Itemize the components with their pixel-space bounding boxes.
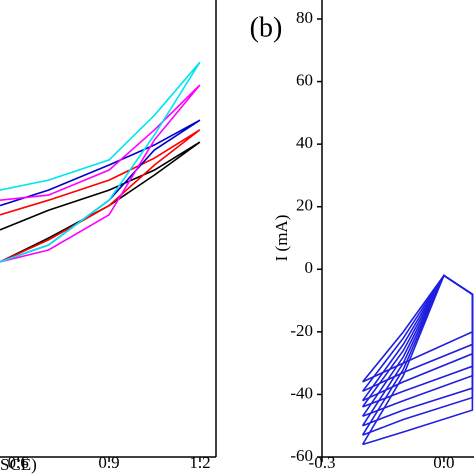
panel-label: (b) xyxy=(250,12,283,43)
cv-curve xyxy=(0,119,201,263)
cv-curve xyxy=(361,274,474,418)
x-axis-label: SCE) xyxy=(0,455,37,474)
cv-curve xyxy=(361,274,474,436)
x-tick-label: 0.0 xyxy=(433,453,454,472)
y-tick-label: 80 xyxy=(296,8,313,27)
cv-curve xyxy=(0,141,201,263)
y-tick-label: 20 xyxy=(296,196,313,215)
cv-curve xyxy=(361,274,474,446)
plot-area xyxy=(361,274,474,446)
cv-curve xyxy=(0,129,201,263)
x-tick-label: 1.2 xyxy=(189,453,210,472)
cv-curve xyxy=(0,84,201,263)
y-tick-label: 60 xyxy=(296,70,313,89)
x-tick-label: 0.9 xyxy=(98,453,119,472)
y-tick-label: 40 xyxy=(296,133,313,152)
y-axis-label: I (mA) xyxy=(272,215,291,262)
x-tick-label: -0.3 xyxy=(309,453,336,472)
y-tick-label: -40 xyxy=(290,383,313,402)
x-tick-label: 0.6 xyxy=(8,453,29,472)
y-tick-label: -20 xyxy=(290,321,313,340)
y-tick-label: -60 xyxy=(290,446,313,465)
plot-area xyxy=(0,61,201,263)
cv-curve xyxy=(0,61,201,263)
y-tick-label: 0 xyxy=(305,258,314,277)
